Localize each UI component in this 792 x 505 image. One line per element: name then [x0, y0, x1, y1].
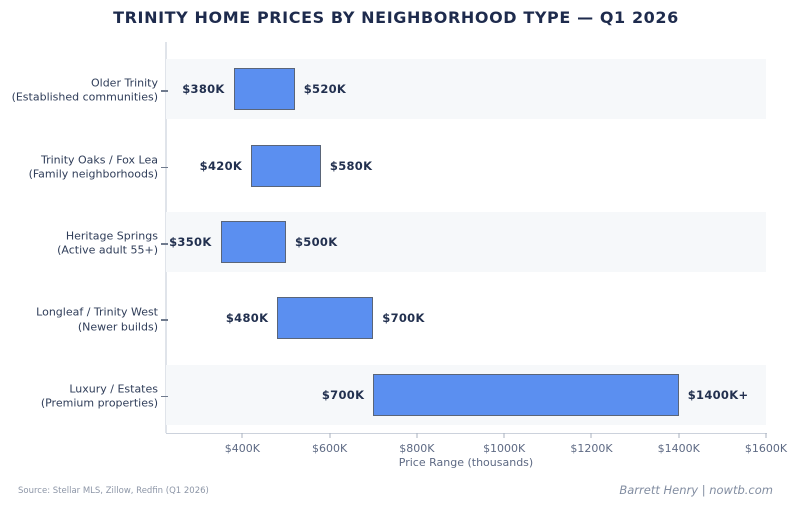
x-tick-label: $600K [312, 442, 348, 455]
chart-row: $700K $1400K+ [166, 357, 766, 433]
x-tick [241, 433, 243, 438]
min-price-label: $350K [169, 234, 212, 249]
category-label: Heritage Springs (Active adult 55+) [0, 230, 158, 259]
category-label: Longleaf / Trinity West (Newer builds) [0, 306, 158, 335]
max-price-label: $580K [329, 158, 373, 173]
max-price-label: $700K [382, 311, 425, 326]
chart-row: $380K $520K [166, 51, 766, 127]
min-price-label: $700K [321, 387, 365, 402]
price-range-bar [233, 68, 295, 111]
chart-row: $350K $500K [166, 204, 766, 280]
x-tick [503, 433, 505, 438]
x-tick [590, 433, 592, 438]
plot-area: $380K $520K $420K $580K $350K $500K $480K $700K… [165, 42, 767, 434]
x-axis-line [166, 433, 767, 434]
x-tick-label: $800K [399, 442, 435, 455]
x-tick [416, 433, 418, 438]
x-tick-label: $400K [224, 442, 260, 455]
y-tick [161, 243, 168, 245]
y-tick [161, 90, 168, 92]
source-note: Source: Stellar MLS, Zillow, Redfin (Q1 … [18, 486, 209, 496]
min-price-label: $380K [182, 82, 225, 97]
x-axis: $400K $600K $800K $1000K $1200K $1400K $1600K [166, 433, 787, 473]
x-tick-label: $1600K [744, 442, 788, 455]
price-range-bar [277, 297, 374, 340]
x-tick [765, 433, 767, 438]
category-label: Older Trinity (Established communities) [0, 77, 158, 106]
chart-row: $480K $700K [166, 280, 766, 356]
max-price-label: $500K [295, 234, 338, 249]
category-sub: (Family neighborhoods) [28, 167, 158, 181]
x-tick-label: $1400K [657, 442, 700, 455]
category-name: Trinity Oaks / Fox Lea [40, 153, 158, 167]
chart-title: TRINITY HOME PRICES BY NEIGHBORHOOD TYPE… [113, 8, 679, 27]
category-name: Heritage Springs [65, 229, 158, 243]
y-tick [161, 166, 168, 169]
max-price-label: $520K [303, 82, 347, 97]
y-tick [161, 395, 168, 398]
category-sub: (Active adult 55+) [57, 244, 158, 257]
category-name: Longleaf / Trinity West [36, 306, 158, 320]
category-label: Luxury / Estates (Premium properties) [0, 383, 158, 412]
price-range-bar [373, 373, 679, 416]
chart-row: $420K $580K [166, 127, 766, 203]
category-name: Luxury / Estates [69, 382, 158, 396]
category-name: Older Trinity [90, 76, 158, 90]
x-axis-title: Price Range (thousands) [398, 456, 534, 469]
x-tick-label: $1000K [483, 442, 526, 455]
x-tick [329, 433, 331, 438]
price-range-bar [251, 144, 321, 187]
price-range-bar [220, 220, 286, 263]
credit-note: Barrett Henry | nowtb.com [619, 483, 773, 497]
y-tick [161, 319, 168, 321]
x-tick [678, 433, 680, 438]
category-sub: (Premium properties) [40, 396, 158, 410]
min-price-label: $420K [199, 158, 243, 173]
category-label: Trinity Oaks / Fox Lea (Family neighborho… [0, 153, 158, 182]
min-price-label: $480K [225, 311, 269, 326]
max-price-label: $1400K+ [687, 387, 749, 402]
x-tick-label: $1200K [570, 442, 613, 455]
category-sub: (Established communities) [11, 91, 158, 105]
y-axis-line [165, 42, 167, 433]
y-axis-labels: Older Trinity (Established communities) Tr… [0, 51, 170, 433]
category-sub: (Newer builds) [77, 320, 158, 334]
